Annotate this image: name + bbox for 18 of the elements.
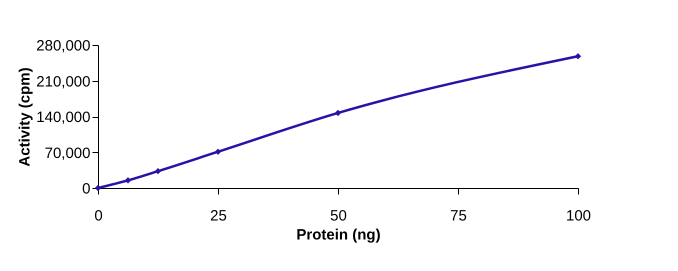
y-tick-label: 0 xyxy=(82,180,90,198)
y-tick-label: 70,000 xyxy=(44,144,90,162)
x-tick-label: 25 xyxy=(210,208,227,224)
point xyxy=(574,53,582,60)
x-tick-label: 0 xyxy=(94,208,103,224)
point xyxy=(154,168,162,174)
x-tick-label: 75 xyxy=(450,208,467,224)
y-tick-label: 140,000 xyxy=(36,109,90,126)
point xyxy=(124,177,132,184)
x-tick-label: 100 xyxy=(566,208,592,224)
y-tick-label: 280,000 xyxy=(36,38,90,54)
point xyxy=(94,184,102,192)
y-axis-title: Activity (cpm) xyxy=(16,67,34,167)
point xyxy=(214,148,222,155)
point xyxy=(334,110,342,116)
x-tick-label: 50 xyxy=(330,208,347,224)
x-axis-title: Protein (ng) xyxy=(296,226,381,244)
y-tick-label: 210,000 xyxy=(36,73,90,90)
